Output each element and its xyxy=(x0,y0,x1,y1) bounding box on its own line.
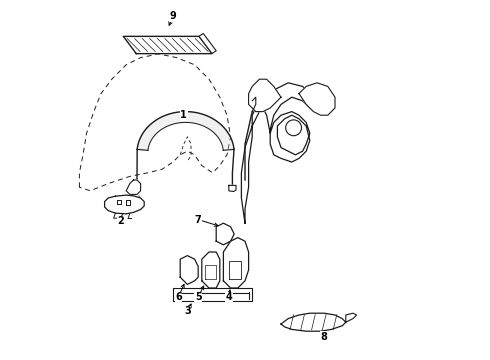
Polygon shape xyxy=(346,313,357,322)
Text: 2: 2 xyxy=(118,216,124,226)
Text: 7: 7 xyxy=(195,215,201,225)
Text: 9: 9 xyxy=(170,11,176,21)
Polygon shape xyxy=(123,36,212,54)
Polygon shape xyxy=(299,83,335,115)
Polygon shape xyxy=(202,252,220,288)
Polygon shape xyxy=(223,238,248,288)
Polygon shape xyxy=(126,180,141,194)
Text: 3: 3 xyxy=(184,306,191,316)
Polygon shape xyxy=(104,195,144,214)
Polygon shape xyxy=(248,79,281,112)
Polygon shape xyxy=(242,83,310,223)
Polygon shape xyxy=(229,185,236,192)
Text: 6: 6 xyxy=(175,292,182,302)
Polygon shape xyxy=(137,112,234,150)
Text: 5: 5 xyxy=(195,292,201,302)
Text: 8: 8 xyxy=(321,332,328,342)
Polygon shape xyxy=(281,313,346,331)
Text: 4: 4 xyxy=(225,292,232,302)
Polygon shape xyxy=(180,256,198,284)
Circle shape xyxy=(286,120,301,136)
Text: 1: 1 xyxy=(180,110,187,120)
Polygon shape xyxy=(216,223,234,245)
